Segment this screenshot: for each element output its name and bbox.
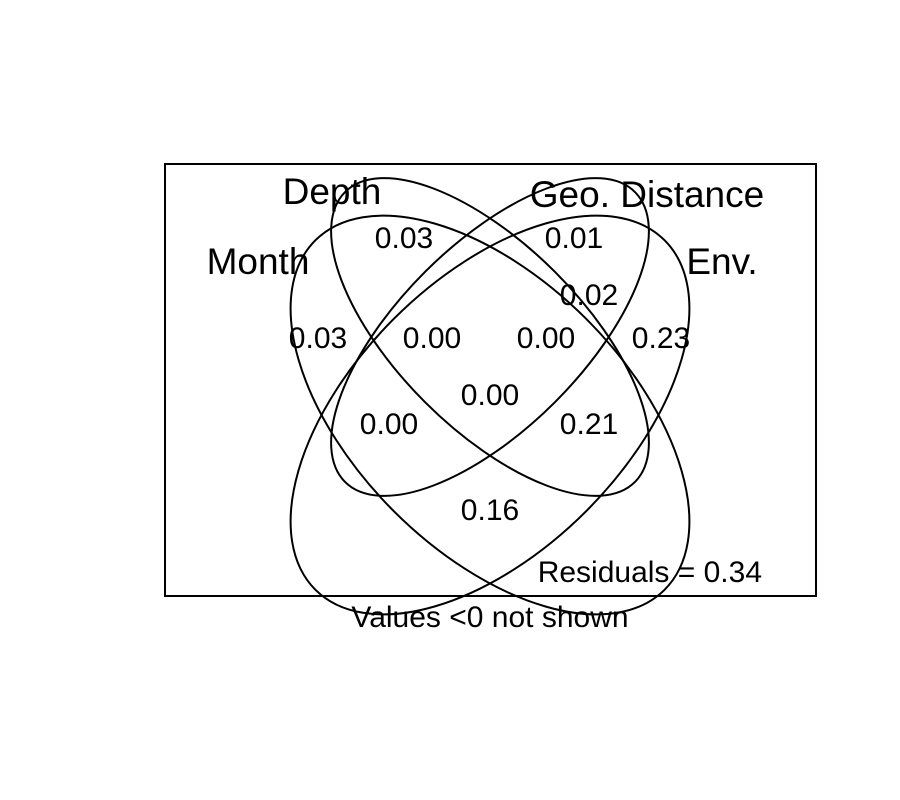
set-label-month: Month bbox=[207, 241, 310, 282]
region-depth-geo-env: 0.21 bbox=[560, 408, 618, 441]
region-env-only: 0.23 bbox=[632, 322, 690, 355]
region-month-depth-geo: 0.00 bbox=[360, 408, 418, 441]
footnote: Values <0 not shown bbox=[351, 601, 628, 634]
ellipse-depth bbox=[330, 177, 650, 497]
ellipse-geo-distance bbox=[330, 177, 650, 497]
set-label-geo-distance: Geo. Distance bbox=[530, 174, 764, 215]
region-all-four: 0.00 bbox=[461, 379, 519, 412]
region-depth-geo: 0.02 bbox=[560, 279, 618, 312]
region-month-depth: 0.00 bbox=[403, 322, 461, 355]
residuals-label: Residuals = 0.34 bbox=[538, 556, 762, 589]
set-label-env: Env. bbox=[686, 241, 757, 282]
region-geo-env: 0.00 bbox=[517, 322, 575, 355]
region-month-only: 0.03 bbox=[289, 322, 347, 355]
diagram-frame bbox=[164, 163, 817, 597]
region-depth-only: 0.03 bbox=[375, 222, 433, 255]
ellipse-month bbox=[289, 214, 691, 616]
ellipse-env bbox=[289, 214, 691, 616]
region-geo-only: 0.01 bbox=[545, 222, 603, 255]
region-month-env: 0.16 bbox=[461, 494, 519, 527]
set-label-depth: Depth bbox=[283, 171, 382, 212]
